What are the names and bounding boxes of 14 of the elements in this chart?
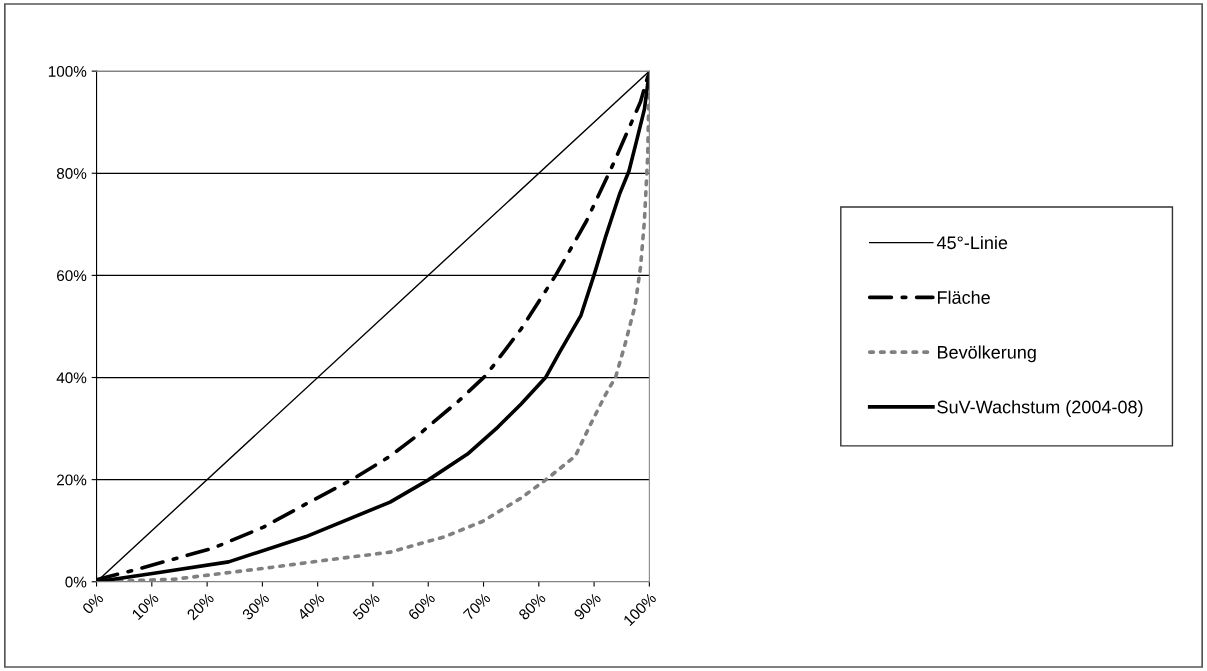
y-tick-label: 60% (57, 270, 87, 282)
y-tick-label: 100% (48, 65, 87, 77)
legend-label: Bevölkerung (938, 345, 1036, 363)
y-tick-label: 40% (56, 372, 87, 384)
x-tick-label: 70% (462, 592, 492, 621)
legend-label: SuV-Wachstum (2004-08) (937, 400, 1143, 417)
y-tick-label: 0% (65, 576, 87, 588)
y-tick-label: 80% (56, 168, 87, 179)
legend-label: Fläche (938, 290, 990, 304)
x-tick-label: 60% (407, 592, 436, 621)
x-tick-label: 40% (296, 592, 326, 621)
y-tick-label: 20% (57, 474, 87, 486)
legend-label: 45°-Linie (936, 235, 1008, 250)
x-tick-label: 0% (81, 592, 105, 615)
